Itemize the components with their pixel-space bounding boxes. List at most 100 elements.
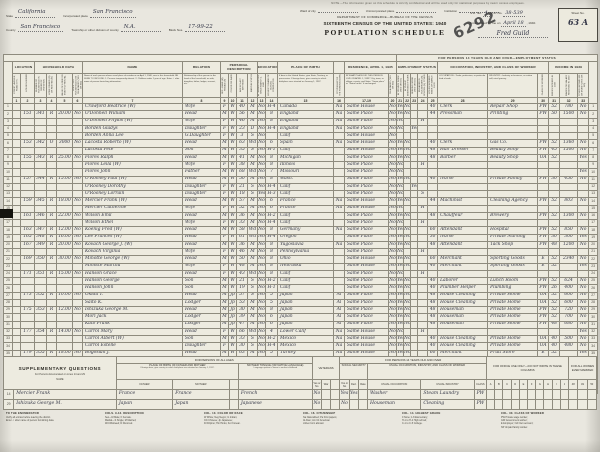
col-office-use: G xyxy=(535,379,545,390)
cell-age: 36 xyxy=(236,240,248,250)
cell-age: 47 xyxy=(236,320,248,329)
cell-name: Borden Anna Lee xyxy=(82,131,183,141)
cell-birthplace: Japan xyxy=(277,291,334,300)
cell-visit xyxy=(34,342,47,351)
cell-other_income xyxy=(577,182,590,192)
cell-vet_son xyxy=(330,389,341,400)
column-description: HOME OWNED (O) OR RENTED (R) xyxy=(46,73,57,98)
cell-race: W xyxy=(228,139,237,148)
cell-age: 21 xyxy=(236,276,248,286)
cell-hours: 40 xyxy=(427,139,439,148)
cell-sex: F xyxy=(220,247,229,257)
legend-title: COL. 10. COLOR OR RACE xyxy=(204,412,243,415)
table-row: 33 Carrol Albert (W) Son M W 33 S No H-2 Mexico Na… xyxy=(3,334,599,344)
cell-income xyxy=(559,153,579,163)
cell-occupation: Laborer xyxy=(437,276,489,286)
cell-relation: Head xyxy=(182,211,221,221)
cell-citizenship xyxy=(333,168,345,177)
cell-race: W xyxy=(228,334,237,344)
cell-birthplace: Calif xyxy=(277,284,334,293)
cell-citizenship: Na xyxy=(333,226,345,235)
legend-title: TO THE ENUMERATOR xyxy=(6,412,39,415)
cell-house_number: 173 xyxy=(20,291,35,300)
cell-class xyxy=(537,168,550,177)
cell-visit xyxy=(34,313,47,322)
cell-farm xyxy=(72,204,83,213)
cell-house_number xyxy=(20,146,35,155)
cell-at_work: No xyxy=(396,182,405,192)
cell-pub_work: No xyxy=(403,153,412,163)
cell-weeks: 30 xyxy=(548,233,561,242)
cell-house_number xyxy=(20,168,35,177)
cell-grade: 8 xyxy=(265,160,278,170)
col-office-use: E xyxy=(518,379,529,390)
cell-race: Jp xyxy=(228,298,237,308)
cell-office xyxy=(577,399,588,410)
cell-usual_industry: Cleaning xyxy=(420,399,475,410)
cell-street xyxy=(12,211,21,221)
cell-marital: M xyxy=(247,262,258,271)
cell-value_rent xyxy=(56,284,73,293)
cell-other_income: No xyxy=(577,102,590,112)
col-usual-occupation: USUAL OCCUPATION xyxy=(367,379,422,390)
cell-industry: Beauty Shop xyxy=(487,153,539,163)
cell-class: PW xyxy=(537,146,550,155)
cell-income: 2340 xyxy=(559,255,579,264)
cell-age: 3 xyxy=(236,131,248,141)
cell-hours: 48 xyxy=(427,298,439,308)
sd-value: 4 xyxy=(482,10,490,17)
cell-hours: 48 xyxy=(427,146,439,155)
cell-house_number xyxy=(20,124,35,134)
cell-seeking: Yes xyxy=(410,182,419,192)
field-label: Township or other division of county xyxy=(71,28,119,32)
cell-house_number xyxy=(20,298,35,308)
line-number: 32 xyxy=(588,327,599,337)
cell-pub_work: No xyxy=(403,305,412,315)
cell-office xyxy=(510,389,520,400)
cell-owned xyxy=(46,334,57,344)
cell-citizenship xyxy=(333,160,345,170)
column-group-header: LOCATION xyxy=(12,61,35,74)
cell-relation: Head xyxy=(182,269,221,279)
cell-house_number: 163 xyxy=(20,226,35,235)
col-mother: MOTHER xyxy=(172,379,230,390)
cell-birthplace: Canada xyxy=(277,102,334,112)
cell-office xyxy=(486,389,496,400)
cell-visit xyxy=(34,168,47,177)
cell-age: 30 xyxy=(236,342,248,351)
cell-occupation: Merchant xyxy=(437,262,489,271)
cell-relation: Head xyxy=(182,291,221,300)
cell-hours xyxy=(427,327,439,337)
cell-weeks: 52 xyxy=(548,139,561,148)
column-description: DOES THIS HOUSEHOLD LIVE ON A FARM? (YES… xyxy=(72,73,83,98)
cell-other_income xyxy=(577,131,590,141)
field-ward: Ward of city xyxy=(300,9,358,13)
sheet-number-box: Sheet No. 63 A xyxy=(558,8,598,42)
cell-sex: M xyxy=(220,175,229,184)
line-number: 6 xyxy=(3,139,13,148)
cell-name: Lee Frances (W) xyxy=(82,233,183,242)
cell-income: 803 xyxy=(559,197,579,206)
cell-other_income xyxy=(577,269,590,279)
cell-value_rent xyxy=(56,124,73,134)
cell-hours xyxy=(427,189,439,199)
column-description: AT PRIVATE WORK (YES OR NO) xyxy=(396,73,405,98)
legend-line: Marital—S Single; M Married; xyxy=(105,419,137,423)
cell-residence_1935: Same Place xyxy=(344,175,389,184)
cell-grade: 8 xyxy=(265,117,278,126)
cell-race: W xyxy=(228,218,237,228)
cell-farm xyxy=(72,247,83,257)
column-description: IN WHAT PLACE DID THIS PERSON LIVE ON AP… xyxy=(344,73,389,98)
column-description: VALUE OF HOME OR MONTHLY RENTAL xyxy=(56,73,73,98)
cell-housework xyxy=(417,334,429,344)
cell-housework xyxy=(417,298,429,308)
line-number: 13 xyxy=(3,189,13,199)
cell-class: PW xyxy=(537,226,550,235)
cell-value_rent: 14.00 xyxy=(56,327,73,337)
cell-race: W xyxy=(228,204,237,213)
cell-seeking xyxy=(410,269,419,279)
cell-school: No xyxy=(257,247,266,257)
cell-industry: Hospital xyxy=(487,226,539,235)
cell-value_rent: 25.00 xyxy=(56,153,73,163)
